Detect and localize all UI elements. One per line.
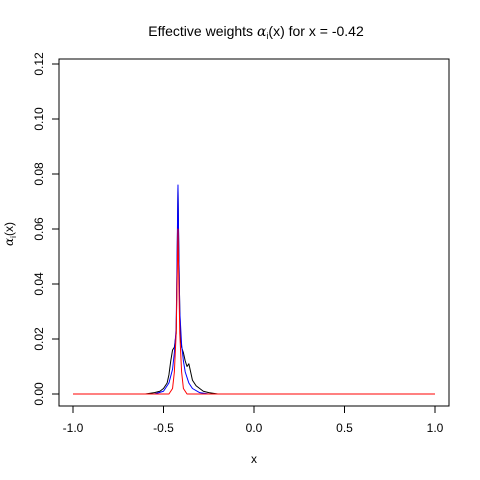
chart-title: Effective weights αi(x) for x = -0.42 [148,23,364,41]
y-axis-label: αi(x) [2,222,18,246]
y-tick-label: 0.02 [32,327,46,351]
y-tick-label: 0.10 [32,107,46,131]
y-tick-label: 0.00 [32,382,46,406]
x-axis-label: x [251,452,257,466]
y-tick-label: 0.08 [32,162,46,186]
y-tick-label: 0.04 [32,272,46,296]
y-tick-label: 0.12 [32,52,46,76]
x-tick-label: 1.0 [427,421,444,435]
x-tick-label: -1.0 [63,421,84,435]
series-layer [73,184,435,395]
x-axis: -1.0 -0.5 0.0 0.5 1.0 [63,405,444,435]
x-tick-label: 0.5 [336,421,353,435]
y-axis: 0.00 0.02 0.04 0.06 0.08 0.10 0.12 [32,52,60,406]
series-line-3 [73,228,435,395]
x-tick-label: 0.0 [246,421,263,435]
x-tick-label: -0.5 [153,421,174,435]
y-tick-label: 0.06 [32,217,46,241]
